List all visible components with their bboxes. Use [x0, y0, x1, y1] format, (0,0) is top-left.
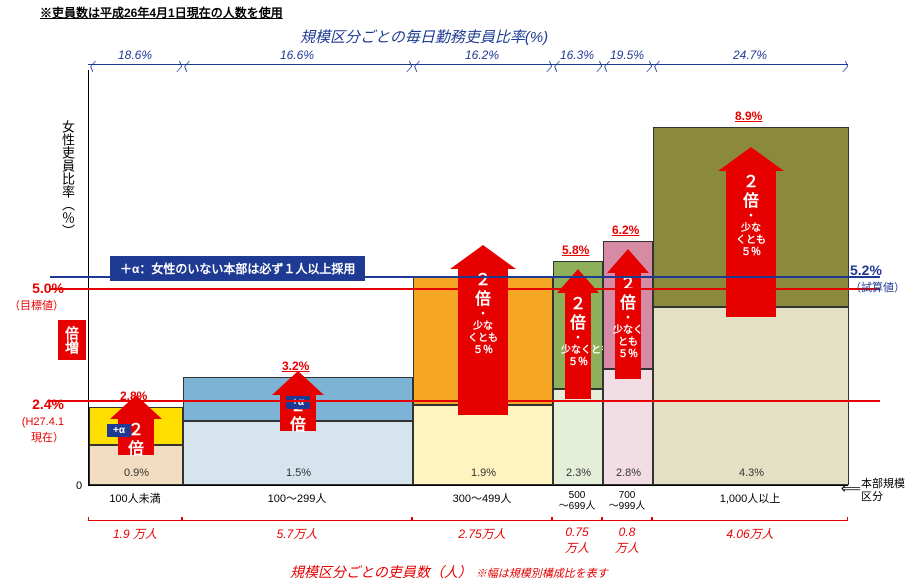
x-category-label: 1,000人以上	[652, 490, 848, 506]
bottom-title: 規模区分ごとの吏員数（人） ※幅は規模別構成比を表す	[290, 562, 608, 582]
count-label: 0.8 万人	[602, 525, 652, 556]
top-bracket: 16.6%	[182, 48, 412, 62]
count-label: 0.75 万人	[552, 525, 602, 556]
bottom-bracket	[552, 520, 602, 521]
top-percent-label: 5.4%	[467, 259, 494, 273]
top-title: 規模区分ごとの毎日勤務吏員比率(%)	[300, 26, 548, 47]
top-bracket: 18.6%	[88, 48, 182, 62]
y-zero-label: 0	[76, 480, 82, 492]
alpha-badge: +α	[107, 424, 131, 437]
top-percent-label: 5.8%	[562, 243, 589, 257]
arrow-up-icon: ２倍・少なくとも５％	[615, 249, 641, 379]
top-percent-label: 6.2%	[612, 223, 639, 237]
base-percent-label: 1.5%	[286, 467, 311, 479]
ref-target-left: 5.0% （目標値）	[4, 280, 64, 313]
bar-base	[653, 307, 849, 485]
line-red-current	[50, 400, 880, 402]
top-bracket: 16.3%	[552, 48, 602, 62]
top-percent-label: 8.9%	[735, 109, 762, 123]
right-axis-label: 本部規模 区分	[861, 478, 905, 504]
line-red-target	[50, 288, 880, 290]
top-bracket: 16.2%	[412, 48, 552, 62]
count-label: 1.9 万人	[88, 525, 182, 542]
ref-blue-right: 5.2% （試算値）	[850, 262, 905, 295]
top-percent-label: 3.2%	[282, 359, 309, 373]
count-label: 5.7万人	[182, 525, 412, 542]
ref-current-left: 2.4% (H27.4.1 現在）	[4, 396, 64, 445]
bottom-bracket	[602, 520, 652, 521]
base-percent-label: 2.3%	[566, 467, 591, 479]
count-label: 2.75万人	[412, 525, 552, 542]
alpha-banner: ＋α：女性のいない本部は必ず１人以上採用	[110, 256, 365, 281]
top-bracket: 19.5%	[602, 48, 652, 62]
chart-container: { "note_top": "※吏員数は平成26年4月1日現在の人数を使用", …	[0, 0, 909, 587]
count-label: 4.06万人	[652, 525, 848, 542]
base-percent-label: 2.8%	[616, 467, 641, 479]
base-percent-label: 1.9%	[471, 467, 496, 479]
bottom-bracket	[412, 520, 552, 521]
bottom-bracket	[88, 520, 182, 521]
base-percent-label: 4.3%	[739, 467, 764, 479]
x-category-label: 500 ～699人	[552, 490, 602, 512]
x-category-label: 100～299人	[182, 490, 412, 506]
top-bracket: 24.7%	[652, 48, 848, 62]
x-category-label: 700 ～999人	[602, 490, 652, 512]
bottom-bracket	[182, 520, 412, 521]
arrow-up-icon: ２倍・少なくとも５％	[726, 147, 776, 317]
base-percent-label: 0.9%	[124, 467, 149, 479]
x-category-label: 100人未満	[88, 490, 182, 506]
bottom-bracket	[652, 520, 848, 521]
baizo-label: 倍増	[58, 320, 86, 360]
x-category-label: 300～499人	[412, 490, 552, 506]
alpha-badge: +α	[286, 396, 310, 409]
top-brackets: 18.6%16.6%16.2%16.3%19.5%24.7%	[88, 48, 848, 70]
top-note: ※吏員数は平成26年4月1日現在の人数を使用	[40, 4, 283, 21]
y-axis-label: 女性吏員比率（％）	[58, 120, 77, 237]
